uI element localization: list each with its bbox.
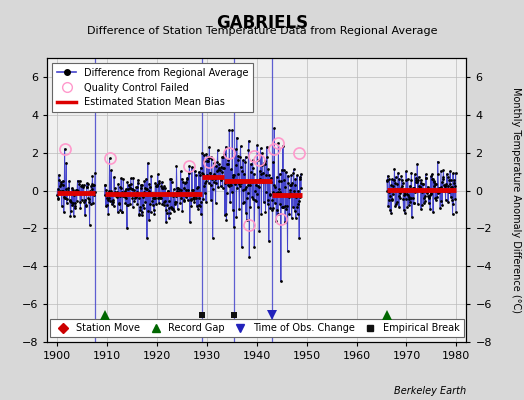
Text: GABRIELS: GABRIELS — [216, 14, 308, 32]
Legend: Station Move, Record Gap, Time of Obs. Change, Empirical Break: Station Move, Record Gap, Time of Obs. C… — [50, 319, 464, 337]
Y-axis label: Monthly Temperature Anomaly Difference (°C): Monthly Temperature Anomaly Difference (… — [511, 87, 521, 313]
Text: Difference of Station Temperature Data from Regional Average: Difference of Station Temperature Data f… — [87, 26, 437, 36]
Text: Berkeley Earth: Berkeley Earth — [394, 386, 466, 396]
